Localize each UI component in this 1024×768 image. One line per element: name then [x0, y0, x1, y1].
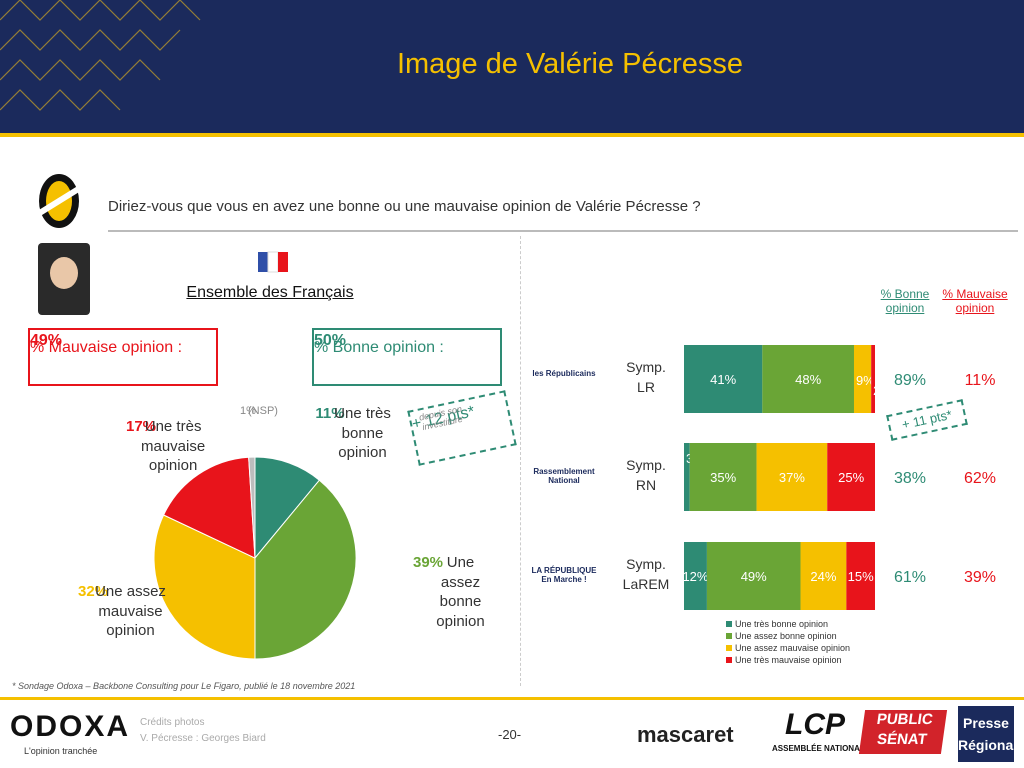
summary-value: 89% — [893, 372, 927, 389]
pie-category: Une assez mauvaise opinion — [95, 583, 166, 639]
bar-segment — [706, 542, 801, 610]
legend-label: Une assez bonne opinion — [735, 631, 837, 641]
summary-value: 49% — [30, 332, 63, 349]
pie-value: 32% — [77, 583, 109, 600]
row-label: Symp. LR — [626, 359, 666, 396]
header-band — [0, 0, 1024, 137]
bar-segment — [756, 443, 828, 511]
french-flag-icon — [258, 251, 288, 273]
pie-slice — [248, 456, 256, 559]
summary-box: % Bonne opinion :50% — [312, 328, 502, 386]
portrait-photo — [38, 243, 90, 315]
summary-value: 62% — [963, 470, 997, 487]
legend-label: Une très bonne opinion — [735, 619, 828, 629]
summary-value: 39% — [963, 569, 997, 586]
bar-segment — [684, 542, 707, 610]
bar-segment — [684, 345, 763, 413]
separator — [108, 230, 1018, 232]
bar-value-label: 15% — [848, 569, 874, 584]
summary-header: % Bonne opinion — [880, 287, 930, 315]
separator — [520, 236, 521, 686]
row-label: Symp. LaREM — [622, 556, 670, 593]
pie-label: Une assez bonne opinion 39% — [363, 553, 493, 630]
pie-value: 39% — [412, 554, 444, 571]
pie-label: Une très mauvaise opinion 17% — [96, 417, 205, 474]
bar-value-label: 9% — [856, 373, 875, 388]
pie-category: Une très mauvaise opinion — [141, 418, 206, 474]
legend-swatch — [726, 657, 732, 663]
bar-value-label: 2% — [873, 383, 892, 398]
partner-logo: LCP — [785, 708, 845, 741]
pie-value: 1% — [240, 405, 256, 417]
bar-segment — [689, 443, 757, 511]
footer-line — [0, 697, 1024, 700]
pie-value: 11% — [315, 405, 345, 422]
summary-name: % Mauvaise opinion : — [30, 339, 183, 356]
party-logo: LA RÉPUBLIQUE En Marche ! — [531, 566, 597, 584]
bar-segment — [853, 345, 872, 413]
partner-logo: mascaret — [637, 722, 734, 747]
bar-value-label: 37% — [779, 470, 805, 485]
bar-segment — [800, 542, 847, 610]
footer-credits: V. Pécresse : Georges Biard — [140, 733, 266, 744]
slide-title: Image de Valérie Pécresse — [396, 48, 744, 80]
header-pattern — [0, 0, 201, 111]
bar-segment — [684, 443, 690, 511]
partner-logo: PUBLIC SÉNAT — [858, 710, 948, 754]
pie-value: 17% — [125, 418, 157, 435]
bar-value-label: 12% — [682, 569, 708, 584]
party-logo: Rassemblement National — [533, 467, 595, 485]
pie-category: (NSP) — [248, 405, 278, 417]
summary-name: % Bonne opinion : — [314, 339, 444, 356]
legend-label: Une assez mauvaise opinion — [735, 643, 850, 653]
pie-slice — [254, 456, 321, 560]
pie-subtitle: Ensemble des Français — [186, 284, 354, 301]
summary-value: 11% — [964, 372, 996, 389]
pie-category: Une très bonne opinion — [334, 405, 391, 461]
bar-segment — [762, 345, 854, 413]
bar-value-label: 48% — [795, 372, 821, 387]
pie-slice — [153, 514, 256, 660]
pie-slice — [162, 456, 256, 559]
bar-segment — [827, 443, 875, 511]
bar-value-label: 25% — [838, 470, 864, 485]
legend-label: Une très mauvaise opinion — [735, 655, 842, 665]
partner-logo: ASSEMBLÉE NATIONALE — [772, 744, 871, 753]
bar-value-label: 41% — [710, 372, 736, 387]
summary-value: 38% — [893, 470, 927, 487]
party-logo: les Républicains — [532, 369, 596, 378]
bar-segment — [846, 542, 875, 610]
page-number: -20- — [498, 727, 522, 742]
bar-segment — [871, 345, 875, 413]
row-label: Symp. RN — [626, 457, 666, 494]
odoxa-icon — [36, 174, 82, 228]
summary-box: % Mauvaise opinion :49% — [28, 328, 218, 386]
summary-value: 61% — [893, 569, 927, 586]
footer-logo: ODOXA — [10, 710, 131, 743]
bar-value-label: 24% — [810, 569, 836, 584]
footnote: * Sondage Odoxa – Backbone Consulting po… — [12, 681, 356, 691]
bar-value-label: 49% — [741, 569, 767, 584]
summary-header: % Mauvaise opinion — [942, 287, 1008, 315]
partner-logo: Presse Régionale — [958, 706, 1024, 762]
pie-slice — [254, 479, 357, 660]
pie-label: Une très bonne opinion 11% — [265, 404, 395, 461]
legend-swatch — [726, 621, 732, 627]
pie-label: Une assez mauvaise opinion 32% — [18, 582, 168, 639]
bar-value-label: 35% — [710, 470, 736, 485]
question: Diriez-vous que vous en avez une bonne o… — [108, 198, 701, 215]
pie-category: Une assez bonne opinion — [436, 554, 485, 630]
footer-credits: Crédits photos — [140, 717, 205, 728]
footer-tagline: L'opinion tranchée — [24, 746, 98, 756]
pie-label: (NSP) 1% — [223, 404, 278, 418]
legend-swatch — [726, 645, 732, 651]
summary-value: 50% — [314, 332, 347, 349]
legend-swatch — [726, 633, 732, 639]
